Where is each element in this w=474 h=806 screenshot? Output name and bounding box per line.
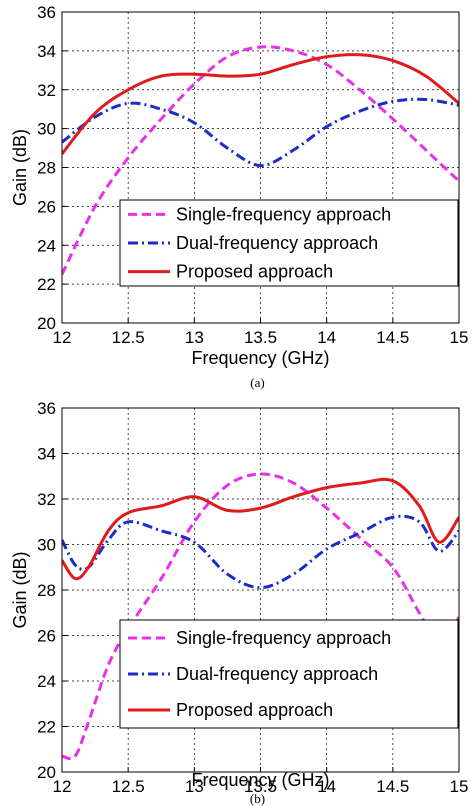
y-tick-label: 28 bbox=[37, 159, 56, 178]
x-tick-label: 14 bbox=[317, 777, 336, 796]
panel-caption: (a) bbox=[250, 375, 264, 390]
y-tick-label: 30 bbox=[37, 536, 56, 555]
y-tick-label: 28 bbox=[37, 581, 56, 600]
x-tick-label: 12.5 bbox=[112, 777, 145, 796]
plot-frame bbox=[61, 407, 460, 773]
chart-panel-0: 12 12.5 13 13.5 14 14.5 15 20 22 24 26 28 30 32 34 36 Si… bbox=[10, 3, 468, 390]
legend: Single-frequency approach Dual-frequency … bbox=[119, 199, 459, 287]
y-tick-label: 34 bbox=[37, 445, 56, 464]
x-axis-label: Frequency (GHz) bbox=[191, 348, 329, 368]
x-tick-label: 12.5 bbox=[112, 328, 145, 347]
y-tick-label: 34 bbox=[37, 42, 56, 61]
y-tick-label: 24 bbox=[37, 236, 56, 255]
y-axis-label: Gain (dB) bbox=[10, 551, 30, 628]
legend-box bbox=[119, 619, 459, 729]
x-tick-label: 13.5 bbox=[244, 777, 277, 796]
y-tick-label: 22 bbox=[37, 275, 56, 294]
x-axis-label: Frequency (GHz) bbox=[191, 770, 329, 790]
y-tick-label: 20 bbox=[37, 763, 56, 782]
legend-label: Single-frequency approach bbox=[176, 204, 391, 224]
x-tick-label: 12 bbox=[53, 777, 72, 796]
series-line-single-frequency-approach bbox=[62, 472, 459, 761]
series-line-proposed-approach bbox=[62, 477, 459, 581]
x-tick-label: 13 bbox=[185, 777, 204, 796]
y-tick-label: 26 bbox=[37, 627, 56, 646]
x-tick-label: 13 bbox=[185, 328, 204, 347]
y-tick-label: 32 bbox=[37, 490, 56, 509]
legend-label: Proposed approach bbox=[176, 262, 333, 282]
series-line-dual-frequency-approach bbox=[62, 97, 459, 168]
x-tick-label: 15 bbox=[450, 777, 469, 796]
plot-frame bbox=[61, 11, 460, 324]
y-tick-label: 20 bbox=[37, 314, 56, 333]
y-tick-label: 26 bbox=[37, 197, 56, 216]
panel-caption: (b) bbox=[250, 791, 265, 806]
series-line-single-frequency-approach bbox=[62, 45, 459, 276]
x-tick-label: 14.5 bbox=[376, 777, 409, 796]
y-tick-label: 24 bbox=[37, 672, 56, 691]
y-tick-label: 22 bbox=[37, 718, 56, 737]
x-tick-label: 15 bbox=[450, 328, 469, 347]
series-line-dual-frequency-approach bbox=[62, 514, 459, 590]
chart-panel-1: 12 12.5 13 13.5 14 14.5 15 20 22 24 26 28 30 32 34 36 Si… bbox=[10, 399, 468, 806]
legend-label: Single-frequency approach bbox=[176, 628, 391, 648]
legend-label: Dual-frequency approach bbox=[176, 664, 378, 684]
x-tick-label: 12 bbox=[53, 328, 72, 347]
legend-box bbox=[119, 199, 459, 287]
series-line-proposed-approach bbox=[62, 53, 459, 155]
x-tick-label: 14 bbox=[317, 328, 336, 347]
y-tick-label: 36 bbox=[37, 3, 56, 22]
x-tick-label: 14.5 bbox=[376, 328, 409, 347]
y-tick-label: 30 bbox=[37, 120, 56, 139]
legend: Single-frequency approach Dual-frequency … bbox=[119, 619, 459, 729]
x-tick-label: 13.5 bbox=[244, 328, 277, 347]
legend-label: Proposed approach bbox=[176, 700, 333, 720]
y-axis-label: Gain (dB) bbox=[10, 129, 30, 206]
y-tick-label: 32 bbox=[37, 81, 56, 100]
legend-label: Dual-frequency approach bbox=[176, 233, 378, 253]
y-tick-label: 36 bbox=[37, 399, 56, 418]
